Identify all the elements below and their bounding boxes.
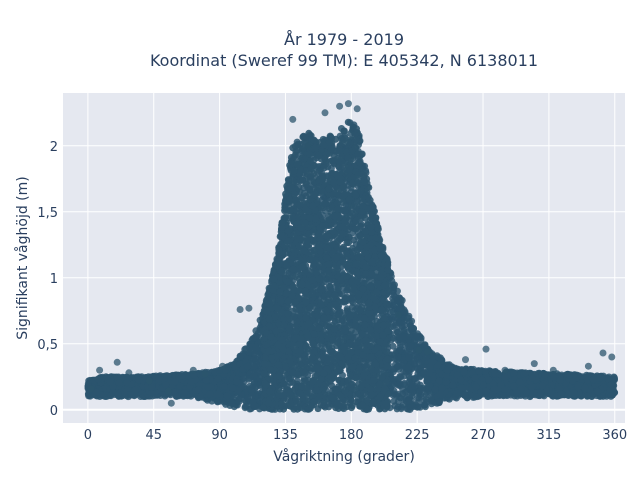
data-point (94, 375, 102, 383)
data-point (407, 342, 415, 350)
data-point (236, 352, 244, 360)
data-point (417, 336, 425, 344)
data-point (435, 377, 443, 385)
data-point (421, 341, 429, 349)
data-point (501, 373, 509, 381)
data-point (427, 394, 435, 402)
data-point (417, 392, 425, 400)
data-point (241, 404, 249, 412)
data-point (449, 381, 457, 389)
data-point (252, 327, 260, 335)
data-point (499, 392, 507, 400)
data-points (84, 100, 619, 414)
data-point (389, 365, 397, 373)
data-point (392, 391, 400, 399)
data-point (405, 354, 412, 362)
data-point (436, 398, 443, 406)
data-point (604, 375, 612, 383)
data-point (228, 399, 236, 407)
data-point (408, 403, 416, 411)
data-point (408, 324, 415, 332)
data-point (457, 376, 465, 384)
data-point (233, 378, 241, 386)
data-point (401, 389, 409, 397)
data-point (391, 402, 399, 410)
data-point (115, 379, 123, 387)
data-point (393, 327, 401, 335)
data-point (223, 392, 231, 400)
data-point (414, 399, 422, 407)
data-point (251, 402, 259, 410)
data-point (485, 376, 493, 384)
data-point (244, 394, 252, 402)
data-point (397, 405, 405, 413)
data-point (491, 370, 499, 378)
data-point (390, 381, 398, 389)
data-point (423, 389, 431, 397)
data-point (250, 363, 258, 370)
data-point (396, 346, 404, 354)
data-point (389, 342, 397, 350)
data-point (411, 382, 419, 390)
